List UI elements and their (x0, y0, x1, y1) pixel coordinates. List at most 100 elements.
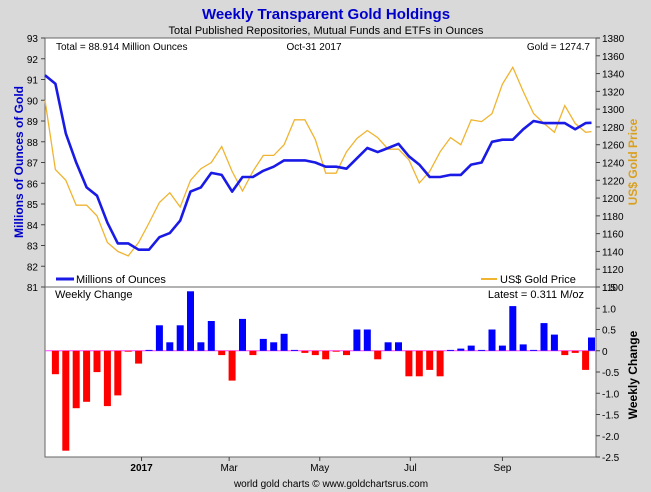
weekly-change-bar (571, 350, 579, 353)
right-tick-label: 1120 (602, 265, 624, 276)
weekly-change-bar (478, 349, 486, 351)
x-tick-label: Mar (221, 463, 239, 474)
x-tick-label: 2017 (130, 463, 153, 474)
left-tick-label: 86 (27, 179, 39, 190)
weekly-change-bar (270, 342, 278, 351)
weekly-change-bar (530, 349, 538, 351)
left-tick-label: 81 (27, 283, 39, 294)
right-tick-label: 1260 (602, 141, 625, 152)
weekly-change-bar (176, 325, 184, 351)
right-tick-label: 1380 (602, 34, 625, 45)
left-axis-title: Millions of Ounces of Gold (12, 86, 26, 238)
weekly-change-bar (259, 338, 267, 351)
weekly-change-bar (83, 350, 91, 402)
weekly-change-bar (197, 342, 205, 351)
right-tick-label: 1360 (602, 52, 625, 63)
weekly-change-bar (550, 334, 558, 351)
right-tick-label: 1240 (602, 159, 625, 170)
x-tick-label: Jul (404, 463, 417, 474)
weekly-change-bar (72, 350, 80, 409)
weekly-change-bar (207, 321, 215, 351)
weekly-change-axis-ticks: 1.5 1.0 0.5 0 -0.5 -1.0 -1.5 -2.0 -2.5 (596, 283, 620, 464)
weekly-change-bar (166, 342, 174, 351)
bar-tick-label: -0.5 (602, 368, 620, 379)
right-tick-label: 1140 (602, 247, 624, 258)
right-tick-label: 1100 (602, 283, 624, 294)
weekly-change-bar (124, 350, 132, 352)
right-tick-label: 1180 (602, 212, 624, 223)
bar-tick-label: -1.0 (602, 389, 620, 400)
left-tick-label: 92 (27, 55, 39, 66)
x-tick-label: Sep (494, 463, 512, 474)
legend-holdings-label: Millions of Ounces (76, 274, 166, 286)
right-tick-label: 1300 (602, 105, 625, 116)
legend-price-label: US$ Gold Price (500, 274, 576, 286)
gold-price-series (44, 65, 592, 257)
weekly-change-bar (457, 348, 465, 351)
plot-area (44, 37, 597, 458)
left-tick-label: 91 (27, 76, 39, 87)
weekly-change-bar (540, 323, 548, 351)
right-axis-title: US$ Gold Price (626, 118, 640, 205)
weekly-change-bar (488, 329, 496, 351)
bar-tick-label: 0.5 (602, 326, 616, 337)
weekly-change-bar (343, 350, 350, 356)
left-tick-label: 85 (27, 200, 39, 211)
weekly-change-bar (62, 350, 70, 451)
weekly-change-title: Weekly Change (55, 289, 132, 301)
weekly-change-bar (291, 349, 298, 351)
weekly-change-bar (498, 345, 506, 351)
total-label: Total = 88.914 Million Ounces (56, 42, 187, 53)
left-tick-label: 90 (27, 96, 39, 107)
weekly-change-bar (103, 350, 111, 407)
right-tick-label: 1200 (602, 194, 625, 205)
weekly-change-bar (218, 350, 226, 356)
bar-axis-title: Weekly Change (626, 330, 640, 419)
weekly-change-bar (239, 318, 246, 351)
right-tick-label: 1320 (602, 87, 625, 98)
gold-price-label: Gold = 1274.7 (527, 42, 591, 53)
weekly-change-bar (332, 350, 340, 352)
weekly-change-bar (447, 349, 454, 351)
left-tick-label: 82 (27, 262, 39, 273)
weekly-change-bar (374, 350, 382, 360)
weekly-change-bar (588, 337, 595, 351)
weekly-change-bar (187, 291, 194, 351)
weekly-change-bar (322, 350, 330, 360)
weekly-change-bar (426, 350, 434, 370)
footer-credit: world gold charts © www.goldchartsrus.co… (233, 479, 428, 490)
x-axis-ticks: 2017 Mar May Jul Sep (130, 457, 512, 474)
weekly-change-bar (405, 350, 413, 377)
weekly-change-bars (45, 291, 596, 451)
right-tick-label: 1340 (602, 70, 625, 81)
weekly-change-bar (93, 350, 101, 373)
left-tick-label: 83 (27, 242, 39, 253)
left-tick-label: 84 (27, 221, 39, 232)
weekly-change-bar (582, 350, 590, 370)
weekly-change-bar (415, 350, 423, 377)
bar-tick-label: -2.0 (602, 432, 620, 443)
bar-tick-label: -2.5 (602, 453, 620, 464)
weekly-change-bar (436, 350, 444, 377)
weekly-change-bar (114, 350, 122, 396)
weekly-change-bar (561, 350, 569, 356)
bar-tick-label: 1.5 (602, 283, 616, 294)
left-tick-label: 87 (27, 159, 39, 170)
weekly-change-bar (509, 306, 517, 351)
right-tick-label: 1160 (602, 230, 624, 241)
right-tick-label: 1220 (602, 176, 625, 187)
left-axis-ticks: 81 82 83 84 85 86 87 88 89 90 91 92 93 (27, 34, 45, 294)
weekly-change-bar (135, 350, 143, 364)
weekly-change-bar (467, 345, 475, 351)
bar-tick-label: 1.0 (602, 304, 616, 315)
date-label: Oct-31 2017 (286, 42, 341, 53)
latest-change-label: Latest = 0.311 M/oz (488, 289, 584, 301)
chart-title: Weekly Transparent Gold Holdings (202, 6, 450, 23)
weekly-change-bar (395, 342, 402, 351)
weekly-change-bar (301, 350, 309, 353)
holdings-line (44, 74, 592, 251)
x-tick-label: May (310, 463, 329, 474)
chart-subtitle: Total Published Repositories, Mutual Fun… (169, 25, 484, 37)
left-tick-label: 88 (27, 138, 39, 149)
